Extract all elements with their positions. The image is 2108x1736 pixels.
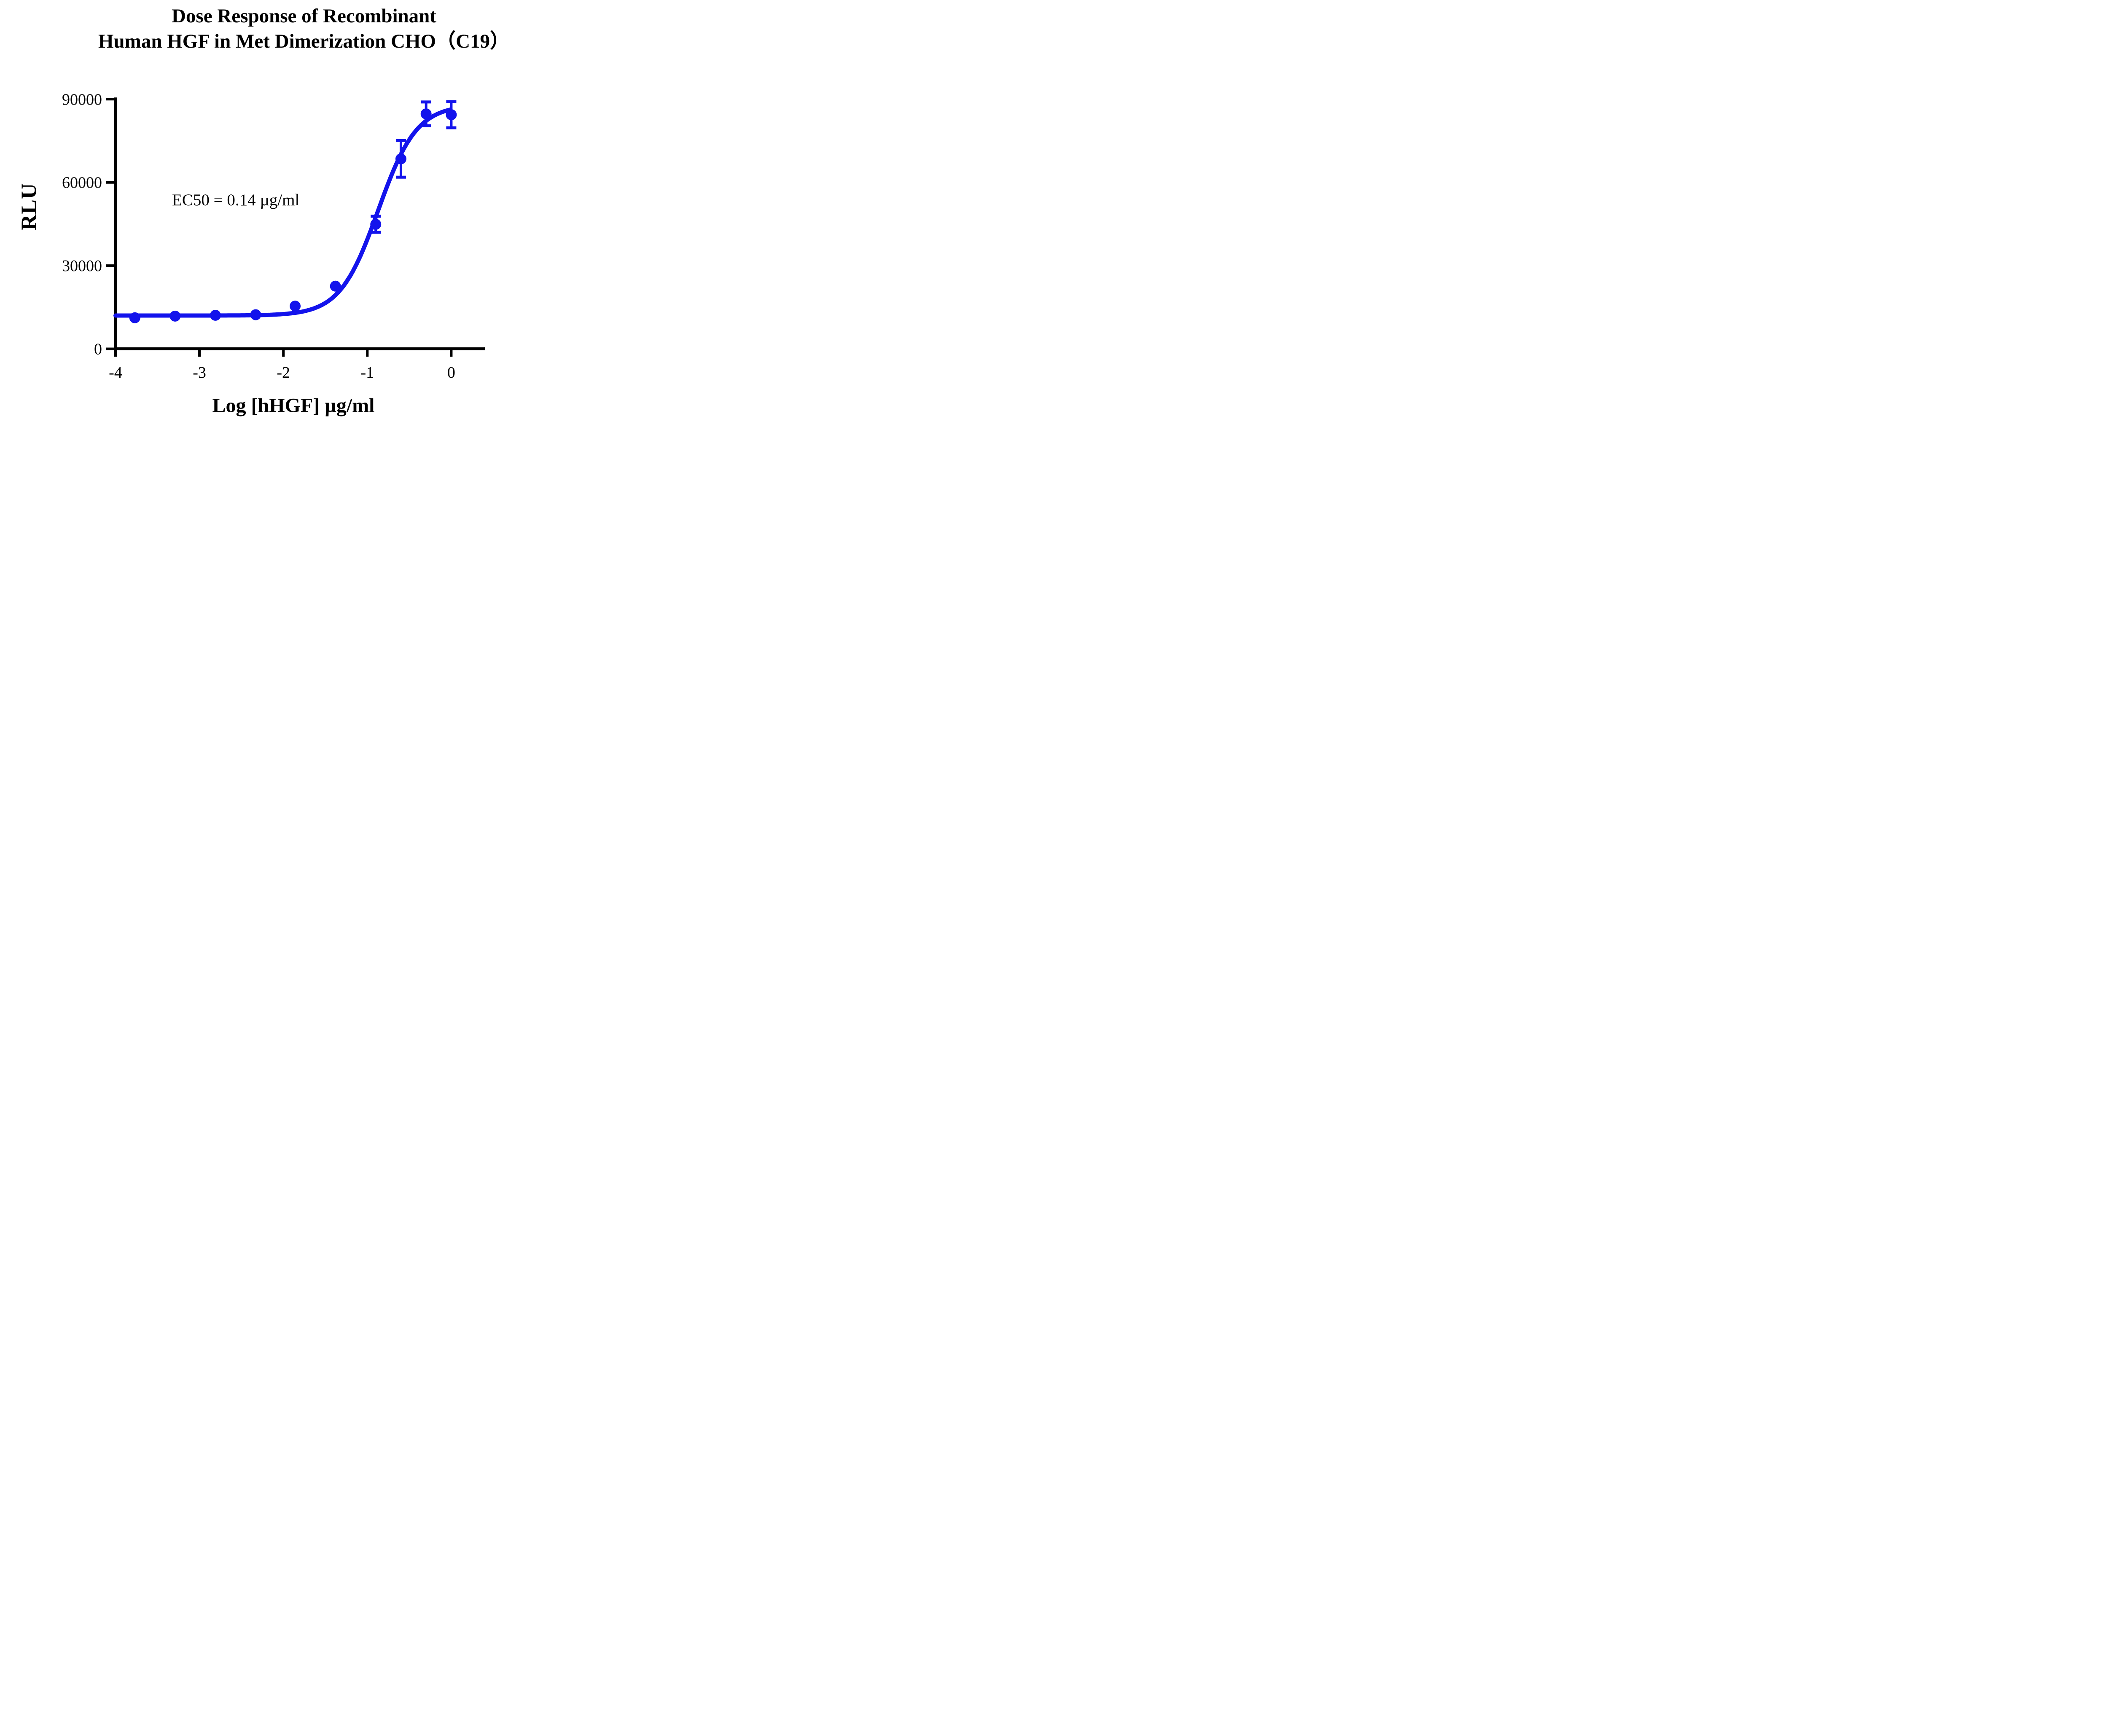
data-point [290, 301, 301, 312]
ec50-annotation: EC50 = 0.14 µg/ml [172, 191, 300, 209]
x-tick-label: -2 [277, 364, 290, 382]
data-point [370, 219, 382, 230]
y-axis-title: RLU [17, 183, 41, 231]
y-tick-label: 0 [94, 341, 102, 358]
x-axis-title: Log [hHGF] µg/ml [212, 394, 375, 417]
y-tick-label: 60000 [62, 174, 102, 192]
x-tick-label: -4 [109, 364, 122, 382]
data-point [330, 280, 341, 292]
chart-title-line1: Dose Response of Recombinant [172, 5, 436, 27]
x-tick-label: -1 [360, 364, 374, 382]
plot-area: 0 30000 60000 90000 -4 -3 -2 -1 0 [62, 91, 485, 382]
x-tick-label: -3 [193, 364, 206, 382]
dose-response-figure: Dose Response of Recombinant Human HGF i… [0, 0, 562, 434]
data-point [446, 109, 457, 121]
y-tick-label: 90000 [62, 91, 102, 108]
data-point [250, 309, 261, 320]
data-point [420, 108, 432, 120]
chart-title: Dose Response of Recombinant Human HGF i… [46, 3, 562, 54]
x-tick-label: 0 [447, 364, 455, 382]
data-point [129, 312, 140, 323]
data-point [395, 153, 406, 164]
data-point [210, 309, 221, 321]
chart-title-line2: Human HGF in Met Dimerization CHO（C19） [98, 30, 510, 53]
y-tick-label: 30000 [62, 257, 102, 275]
data-point [169, 310, 181, 322]
